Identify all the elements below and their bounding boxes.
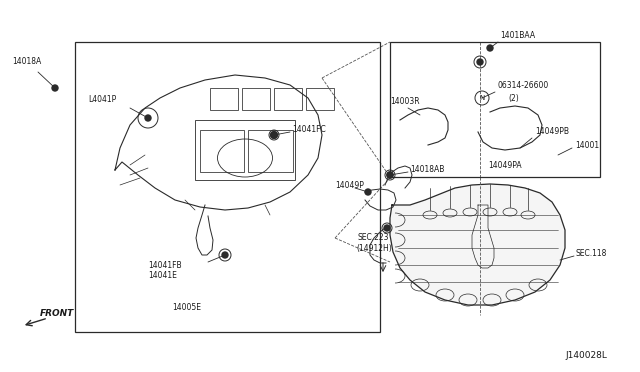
Text: 14003R: 14003R xyxy=(390,97,420,106)
Text: 14041FC: 14041FC xyxy=(292,125,326,135)
Circle shape xyxy=(222,252,228,258)
Bar xyxy=(75,42,380,332)
Bar xyxy=(274,88,302,110)
Text: (14912H): (14912H) xyxy=(356,244,392,253)
Text: 14049PA: 14049PA xyxy=(488,160,522,170)
Bar xyxy=(195,120,295,180)
Circle shape xyxy=(52,85,58,91)
Bar xyxy=(242,88,270,110)
Text: 14018AB: 14018AB xyxy=(410,166,444,174)
Circle shape xyxy=(477,59,483,65)
Text: 14001: 14001 xyxy=(575,141,599,150)
Polygon shape xyxy=(390,184,565,305)
Text: 14005E: 14005E xyxy=(172,304,201,312)
Text: 14049PB: 14049PB xyxy=(535,128,569,137)
Circle shape xyxy=(271,131,278,138)
Circle shape xyxy=(387,172,393,178)
Circle shape xyxy=(145,115,151,121)
Text: N: N xyxy=(479,95,484,101)
Text: 14049P: 14049P xyxy=(335,180,364,189)
Bar xyxy=(248,130,293,172)
Bar xyxy=(210,88,238,110)
Text: (2): (2) xyxy=(508,93,519,103)
Text: 14041E: 14041E xyxy=(148,272,177,280)
Bar xyxy=(306,88,334,110)
Text: J140028L: J140028L xyxy=(565,350,607,359)
Circle shape xyxy=(387,172,393,178)
Circle shape xyxy=(366,190,370,194)
Bar xyxy=(390,42,600,177)
Text: L4041P: L4041P xyxy=(88,96,116,105)
Circle shape xyxy=(365,189,371,195)
Bar xyxy=(200,130,244,172)
Text: 06314-26600: 06314-26600 xyxy=(498,81,549,90)
Circle shape xyxy=(384,225,390,231)
Text: SEC.223: SEC.223 xyxy=(358,234,390,243)
Text: 14041FB: 14041FB xyxy=(148,260,182,269)
Text: SEC.118: SEC.118 xyxy=(576,250,607,259)
Text: 1401BAA: 1401BAA xyxy=(500,32,535,41)
Text: FRONT: FRONT xyxy=(40,310,74,318)
Text: 14018A: 14018A xyxy=(12,58,41,67)
Circle shape xyxy=(487,45,493,51)
